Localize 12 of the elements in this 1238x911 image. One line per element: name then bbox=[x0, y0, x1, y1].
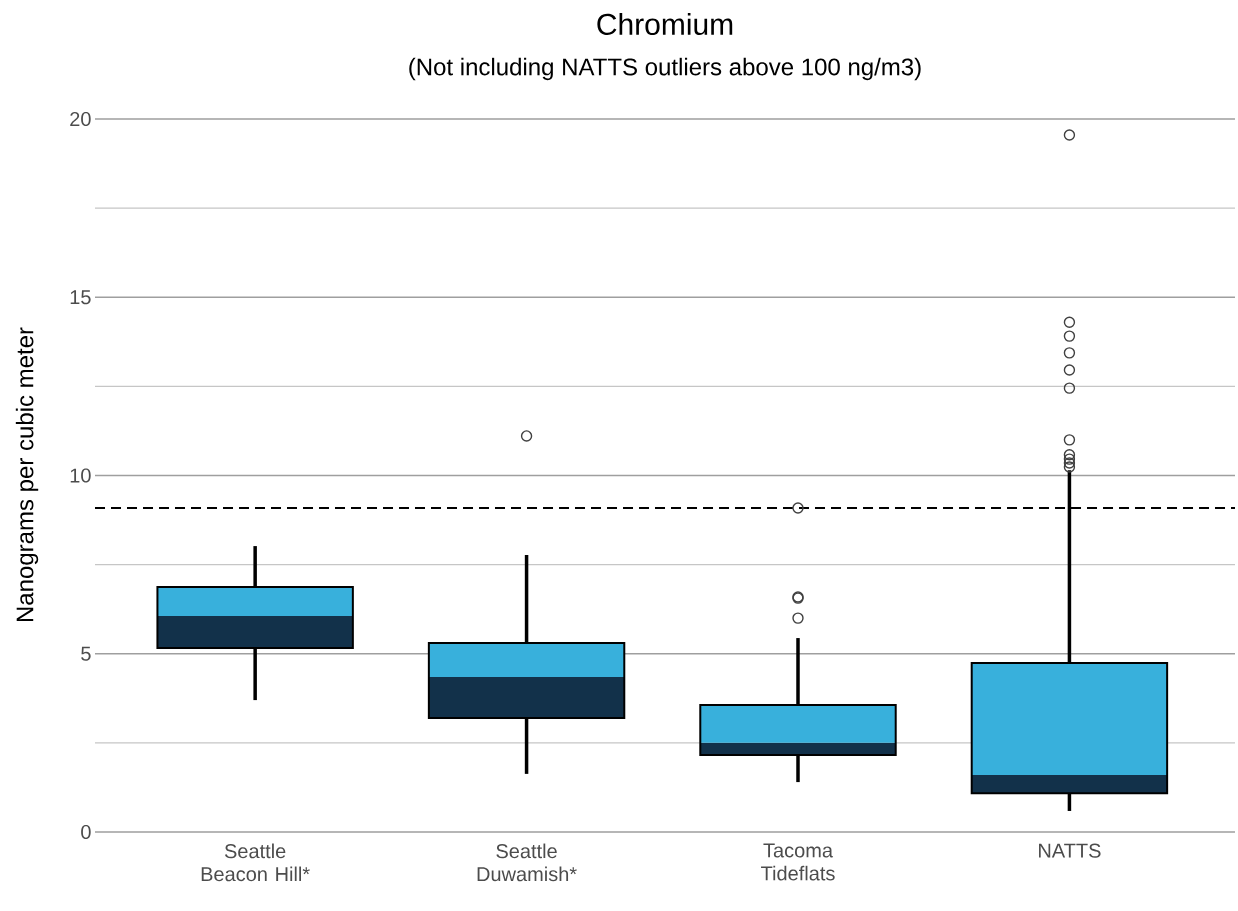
chart-title: Chromium bbox=[597, 12, 733, 36]
y-tick-label: 10 bbox=[70, 468, 91, 483]
x-tick-label: NATTS bbox=[1039, 843, 1101, 858]
y-tick-label: 5 bbox=[81, 646, 91, 661]
y-axis-title: Nanograms per cubic meter bbox=[15, 327, 39, 622]
chart-subtitle: (Not including NATTS outliers above 100 ng/m3) bbox=[409, 57, 921, 81]
y-tick-label: 15 bbox=[70, 290, 91, 305]
x-tick-label: Tacoma Tideflats bbox=[761, 843, 835, 881]
x-tick-label: Seattle Beacon Hill* bbox=[201, 843, 310, 882]
y-tick-label: 0 bbox=[81, 824, 91, 840]
x-tick-label: Seattle Duwamish* bbox=[477, 843, 577, 882]
y-tick-label: 20 bbox=[70, 111, 91, 127]
